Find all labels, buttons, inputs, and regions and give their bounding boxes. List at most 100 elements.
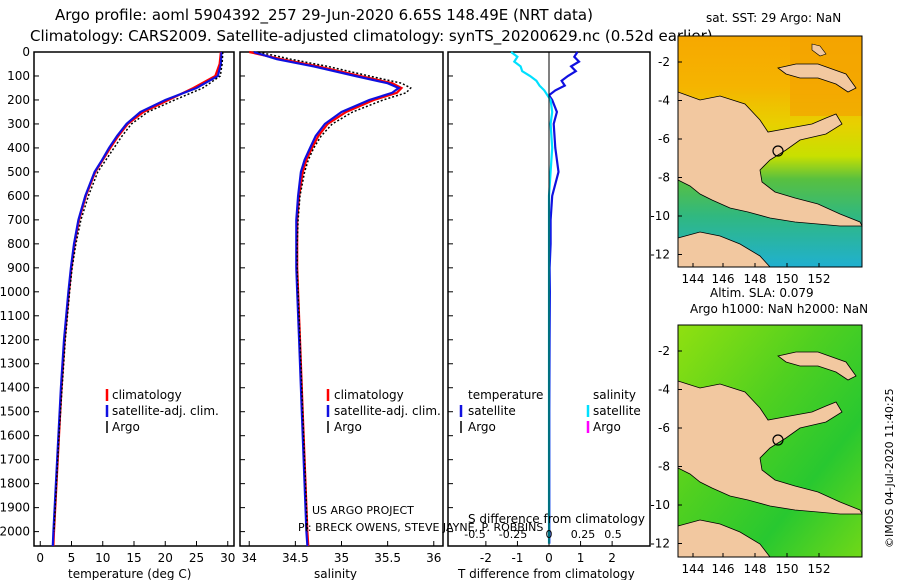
series-line-satellite-adj-clim-: [51, 51, 223, 547]
difference-legend: temperature satellite Argo salinity sate…: [459, 388, 641, 434]
depth-tick-label: 100: [7, 69, 30, 83]
map-lat-label: -4: [658, 94, 670, 108]
map-lon-label: 144: [682, 272, 705, 286]
depth-tick-label: 2000: [0, 525, 30, 539]
salinity-xlabel: salinity: [314, 567, 357, 580]
x-tick-label: 0: [36, 551, 44, 565]
legend-label: climatology: [334, 388, 404, 402]
map-lon-label: 152: [808, 562, 831, 576]
island-land: [811, 43, 827, 57]
map-lon-label: 148: [744, 272, 767, 286]
series-line-argo: [258, 51, 412, 532]
legend-label: satellite: [593, 404, 641, 418]
depth-tick-label: 500: [7, 165, 30, 179]
series-line-climatology: [52, 51, 222, 547]
depth-tick-label: 300: [7, 117, 30, 131]
depth-tick-label: 0: [22, 45, 30, 59]
title-line-1: Argo profile: aoml 5904392_257 29-Jun-20…: [55, 6, 593, 25]
legend-heading-salinity: salinity: [593, 388, 636, 402]
x-tick-label: 2: [608, 551, 616, 565]
x-tick-label: 10: [95, 551, 110, 565]
x-axis-ticks: 0 5 10 15 20 25 30 34 34.5 35 35.5 36 -2 -1 0 1 2: [36, 541, 616, 565]
x-tick-label: -2: [480, 551, 492, 565]
map-lon-label: 146: [712, 272, 735, 286]
map-bottom-title-1: Altim. SLA: 0.079: [710, 286, 814, 300]
depth-tick-label: 600: [7, 189, 30, 203]
map-lat-label: -12: [650, 537, 670, 551]
difference-xlabel: T difference from climatology: [457, 567, 635, 580]
x-tick-label: 15: [126, 551, 141, 565]
x-tick-label: 25: [189, 551, 204, 565]
legend-label: Argo: [468, 420, 496, 434]
x-tick-label: 5: [68, 551, 76, 565]
s-diff-tick-label: 0.5: [604, 528, 622, 541]
map-top-title: sat. SST: 29 Argo: NaN: [706, 11, 841, 25]
argo-location-marker: [772, 145, 784, 157]
credit-line-2: PI: BRECK OWENS, STEVE JAYNE, P. ROBBINS: [298, 521, 543, 534]
salinity-diff-tick-labels: -0.5 -0.25 0 0.25 0.5: [464, 528, 621, 541]
title-line-2: Climatology: CARS2009. Satellite-adjuste…: [30, 27, 713, 46]
s-diff-tick-label: 0.25: [571, 528, 596, 541]
series-line-satellite-adj-clim-: [253, 50, 401, 547]
depth-tick-label: 1200: [0, 333, 30, 347]
new-guinea-land: [677, 91, 863, 227]
legend-label: satellite-adj. clim.: [334, 404, 441, 418]
s-diff-tick-label: -0.25: [499, 528, 527, 541]
series-line-satellite-s: [510, 51, 554, 544]
map-lat-label: -6: [658, 421, 670, 435]
map-bottom-ticks: 144 146 148 150 152 -2 -4 -6 -8 -10 -12: [650, 344, 830, 576]
new-britain-land: [777, 63, 857, 93]
credit-line-1: US ARGO PROJECT: [312, 504, 414, 517]
depth-axis-labels: 0 100 200 300 400 500 600 700 800 900 1000 1100 1200…: [0, 45, 30, 539]
map-lat-label: -2: [658, 55, 670, 69]
legend-label: satellite-adj. clim.: [112, 404, 219, 418]
map-lat-label: -6: [658, 132, 670, 146]
salinity-panel-frame: [239, 51, 444, 547]
legend-label: Argo: [112, 420, 140, 434]
watermark: ©IMOS 04-Jul-2020 11:40:25: [883, 388, 896, 548]
x-tick-label: 20: [158, 551, 173, 565]
map-top-frame: [677, 35, 863, 268]
temperature-legend: climatology satellite-adj. clim. Argo: [105, 388, 219, 434]
legend-label: Argo: [593, 420, 621, 434]
depth-tick-label: 1500: [0, 405, 30, 419]
new-guinea-land: [677, 380, 863, 515]
depth-tick-label: 1100: [0, 309, 30, 323]
legend-label: climatology: [112, 388, 182, 402]
map-lat-label: -2: [658, 344, 670, 358]
difference-xlabel-secondary: S difference from climatology: [468, 512, 645, 526]
map-bottom: [677, 324, 863, 558]
map-lon-label: 146: [712, 562, 735, 576]
depth-tick-label: 800: [7, 237, 30, 251]
map-lon-label: 152: [808, 272, 831, 286]
x-tick-label: 0: [545, 551, 553, 565]
map-bottom-frame: [677, 324, 863, 558]
s-diff-tick-label: 0: [546, 528, 553, 541]
map-lat-label: -4: [658, 383, 670, 397]
legend-label: satellite: [468, 404, 516, 418]
map-lat-label: -8: [658, 460, 670, 474]
x-tick-label: 34.5: [282, 551, 309, 565]
map-lat-label: -12: [650, 248, 670, 262]
depth-tick-label: 400: [7, 141, 30, 155]
map-lon-label: 150: [776, 562, 799, 576]
legend-heading-temperature: temperature: [468, 388, 543, 402]
depth-tick-label: 1400: [0, 381, 30, 395]
depth-tick-label: 1600: [0, 429, 30, 443]
series-layer: [51, 50, 581, 547]
x-tick-label: 30: [220, 551, 235, 565]
map-lon-label: 148: [744, 562, 767, 576]
depth-tick-label: 1800: [0, 477, 30, 491]
x-tick-label: -1: [511, 551, 523, 565]
depth-tick-label: 700: [7, 213, 30, 227]
legend-label: Argo: [334, 420, 362, 434]
temperature-xlabel: temperature (deg C): [68, 567, 191, 580]
map-lat-label: -10: [650, 498, 670, 512]
depth-tick-label: 900: [7, 261, 30, 275]
series-line-satellite-t: [547, 51, 581, 544]
map-lon-label: 144: [682, 562, 705, 576]
map-lat-label: -8: [658, 171, 670, 185]
map-bottom-title-2: Argo h1000: NaN h2000: NaN: [690, 302, 868, 316]
x-tick-label: 35.5: [374, 551, 401, 565]
temperature-panel-frame: [33, 51, 235, 547]
